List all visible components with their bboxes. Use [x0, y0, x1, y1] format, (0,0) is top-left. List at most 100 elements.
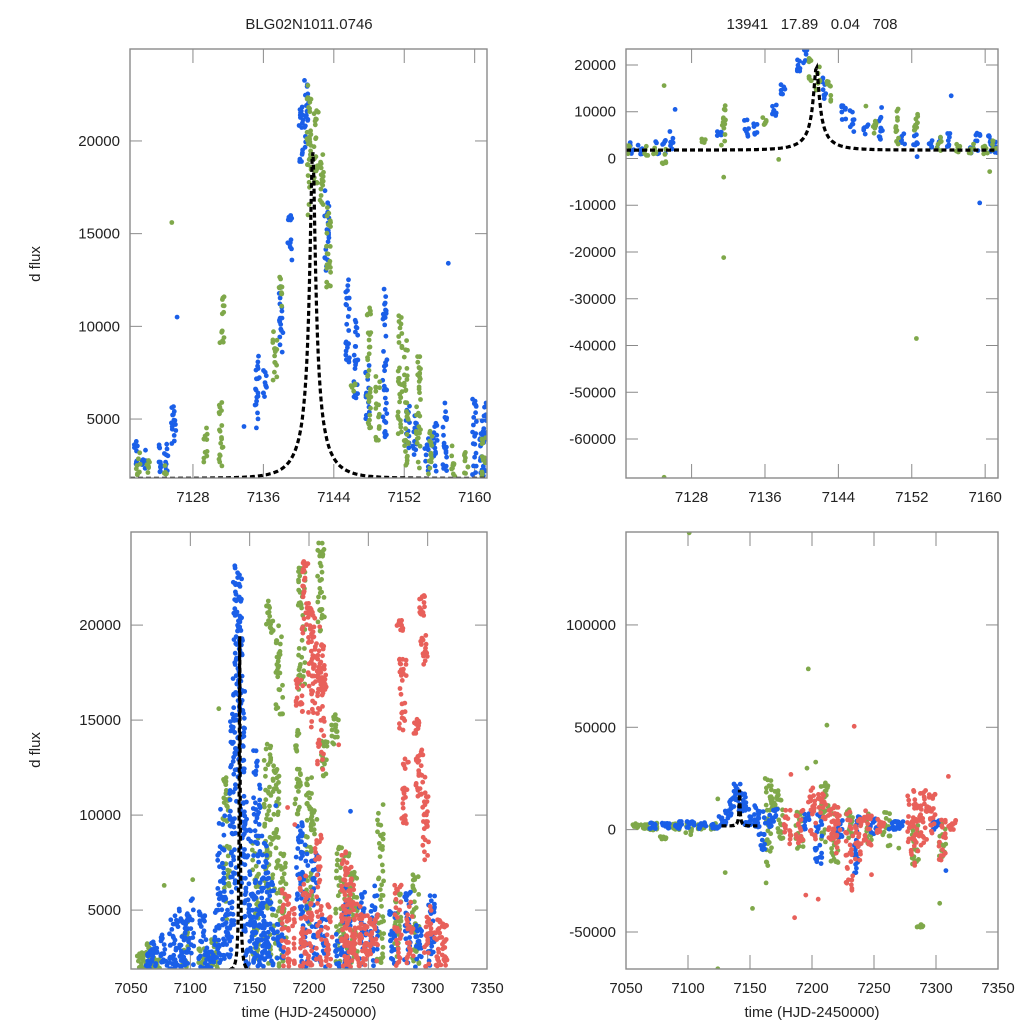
data-point [752, 812, 757, 817]
data-point [773, 814, 778, 820]
data-point [346, 277, 351, 283]
data-point [296, 577, 301, 583]
data-point [774, 806, 780, 812]
data-point [828, 83, 833, 89]
data-point [384, 411, 390, 416]
data-point [473, 463, 479, 469]
data-point [162, 469, 168, 475]
data-point [802, 58, 808, 63]
data-point [276, 687, 282, 692]
data-point [840, 818, 845, 823]
data-point [211, 959, 217, 965]
data-point [821, 783, 827, 789]
data-point [416, 424, 422, 430]
data-point [227, 868, 232, 874]
data-point [354, 953, 359, 958]
data-point [300, 150, 305, 156]
data-point [396, 340, 402, 345]
data-point [312, 700, 318, 706]
data-point [300, 594, 306, 600]
data-point [229, 850, 234, 856]
data-point [661, 83, 667, 88]
data-point [928, 140, 934, 146]
data-point [253, 943, 259, 948]
data-point [225, 907, 230, 913]
data-point [242, 809, 247, 815]
data-point [273, 803, 279, 808]
data-point [782, 86, 788, 92]
data-point [296, 789, 301, 794]
data-point [246, 906, 252, 912]
data-point [299, 605, 304, 611]
data-point [271, 936, 276, 941]
data-point [301, 960, 307, 966]
data-point [305, 137, 310, 143]
data-point [380, 914, 386, 920]
data-point [716, 814, 722, 819]
data-point [826, 825, 832, 830]
data-point [282, 864, 288, 870]
data-point [788, 772, 794, 777]
data-point [857, 816, 863, 822]
data-point [297, 885, 303, 891]
data-point [316, 737, 322, 743]
data-point [302, 951, 308, 956]
data-point [414, 412, 419, 418]
data-point [403, 891, 409, 896]
data-point [806, 74, 812, 80]
data-point [254, 760, 259, 765]
data-point [335, 893, 341, 899]
data-point [407, 935, 412, 940]
data-point [272, 369, 277, 375]
data-point [912, 142, 918, 148]
data-point [422, 604, 427, 610]
data-point [410, 926, 416, 932]
data-point [804, 49, 810, 53]
data-point [837, 827, 843, 833]
data-point [772, 802, 778, 808]
data-point [294, 865, 299, 870]
data-point [397, 955, 403, 961]
data-point [243, 885, 249, 891]
data-point [274, 890, 280, 896]
data-point [303, 114, 309, 120]
data-point [324, 284, 329, 290]
data-point [325, 222, 331, 228]
data-point [267, 613, 273, 619]
data-point [950, 822, 955, 828]
data-point [242, 813, 248, 819]
data-point [169, 441, 175, 446]
data-point [243, 889, 249, 895]
data-point [352, 317, 358, 323]
data-point [688, 829, 694, 834]
data-point [661, 474, 667, 478]
data-point [309, 948, 314, 954]
data-point [310, 897, 315, 902]
data-point [719, 142, 724, 148]
data-point [405, 441, 411, 446]
y-tick-label: -50000 [569, 924, 616, 941]
data-point [948, 93, 954, 99]
data-point [318, 907, 323, 913]
data-point [398, 421, 403, 427]
data-point [335, 734, 340, 740]
data-point [196, 946, 202, 952]
data-point [271, 811, 277, 817]
data-point [417, 953, 423, 959]
data-point [862, 125, 867, 131]
data-point [232, 786, 238, 792]
data-point [922, 801, 927, 807]
data-point [404, 460, 410, 466]
data-point [911, 133, 917, 139]
data-point [309, 924, 315, 929]
data-point [229, 889, 234, 895]
data-point [227, 797, 233, 803]
data-point [971, 141, 976, 147]
data-point [373, 384, 379, 390]
data-point [427, 428, 433, 434]
data-point [189, 917, 195, 923]
data-point [419, 747, 425, 753]
data-point [208, 965, 214, 969]
data-point [405, 919, 410, 925]
data-point [399, 678, 405, 683]
